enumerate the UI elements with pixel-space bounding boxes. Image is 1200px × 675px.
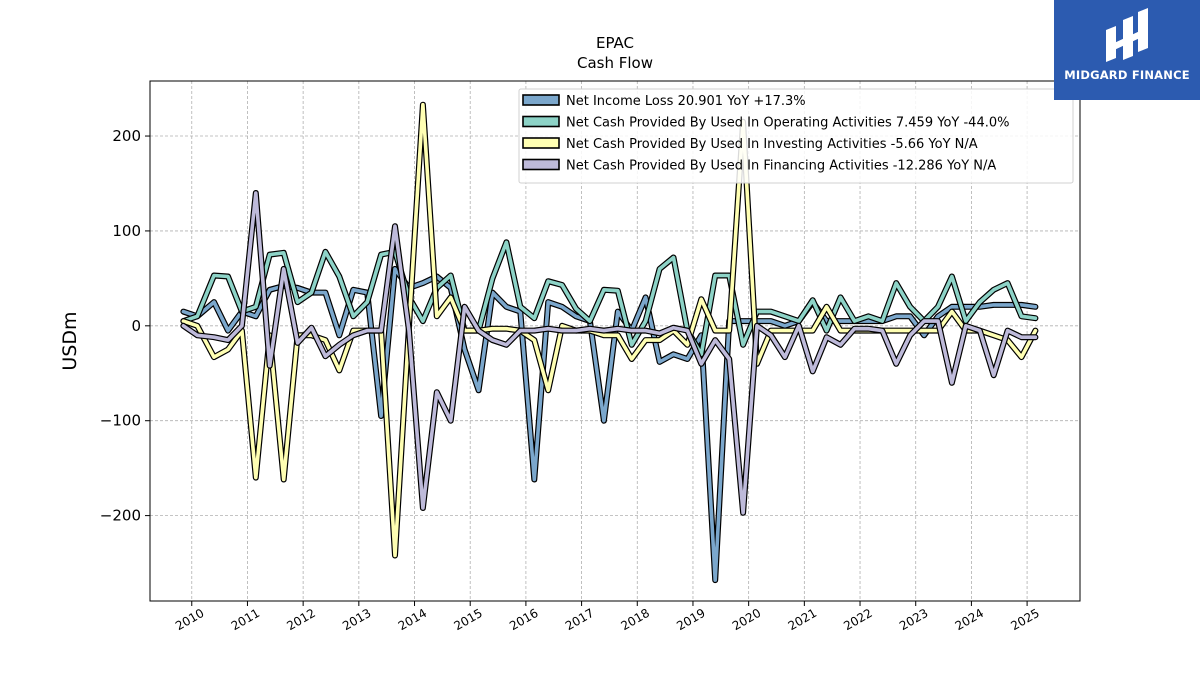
x-tick-label: 2022: [841, 606, 874, 633]
y-tick-label: −200: [100, 507, 141, 525]
legend-entry: Net Cash Provided By Used In Investing A…: [566, 137, 978, 152]
series-line-2: [181, 102, 1038, 558]
x-tick-label: 2012: [284, 606, 317, 633]
legend: Net Income Loss 20.901 YoY +17.3% Net Cas…: [518, 88, 1074, 184]
legend-swatch: [522, 137, 560, 149]
legend-swatch: [522, 158, 560, 171]
x-tick-label: 2014: [396, 606, 429, 633]
series-outline-3: [180, 190, 1039, 516]
y-tick-label: 0: [131, 317, 141, 335]
y-axis-label: USDm: [59, 311, 81, 370]
chart-title: EPAC: [596, 34, 634, 52]
y-tick-label: −100: [100, 412, 141, 430]
series-layer: [180, 101, 1039, 584]
series-line-0: [181, 267, 1038, 582]
brand-logo: MIDGARD FINANCE: [1054, 0, 1200, 100]
legend-box: [518, 88, 1074, 184]
x-tick-label: 2015: [451, 606, 484, 633]
legend-entry: Net Cash Provided By Used In Operating A…: [566, 116, 1009, 131]
legend-swatch: [522, 115, 560, 128]
series-line-3: [181, 191, 1038, 515]
plot-frame: [149, 80, 1081, 602]
x-tick-label: 2013: [340, 606, 373, 633]
x-tick-label: 2025: [1008, 606, 1041, 633]
x-tick-label: 2018: [619, 606, 652, 633]
x-tick-label: 2023: [897, 606, 930, 633]
y-tick-label: 100: [112, 222, 141, 240]
x-tick-label: 2011: [229, 606, 262, 633]
x-tick-label: 2017: [563, 606, 596, 633]
axes: 2010 2011 2012 2013 2014 2015 2016 2017 2018 2019…: [100, 127, 1042, 633]
logo-mark-icon: [1106, 8, 1148, 62]
legend-swatch: [522, 94, 560, 106]
x-tick-label: 2016: [507, 606, 540, 633]
legend-entry: Net Cash Provided By Used In Financing A…: [566, 159, 996, 174]
x-tick-label: 2019: [674, 606, 707, 633]
y-tick-label: 200: [112, 127, 141, 145]
x-tick-label: 2024: [953, 606, 986, 633]
x-tick-label: 2020: [730, 606, 763, 633]
x-tick-label: 2010: [173, 606, 206, 633]
x-tick-label: 2021: [786, 606, 819, 633]
logo-text: MIDGARD FINANCE: [1064, 68, 1190, 82]
legend-entry: Net Income Loss 20.901 YoY +17.3%: [566, 94, 806, 109]
chart-subtitle: Cash Flow: [577, 54, 653, 72]
series-line-1: [181, 240, 1038, 357]
